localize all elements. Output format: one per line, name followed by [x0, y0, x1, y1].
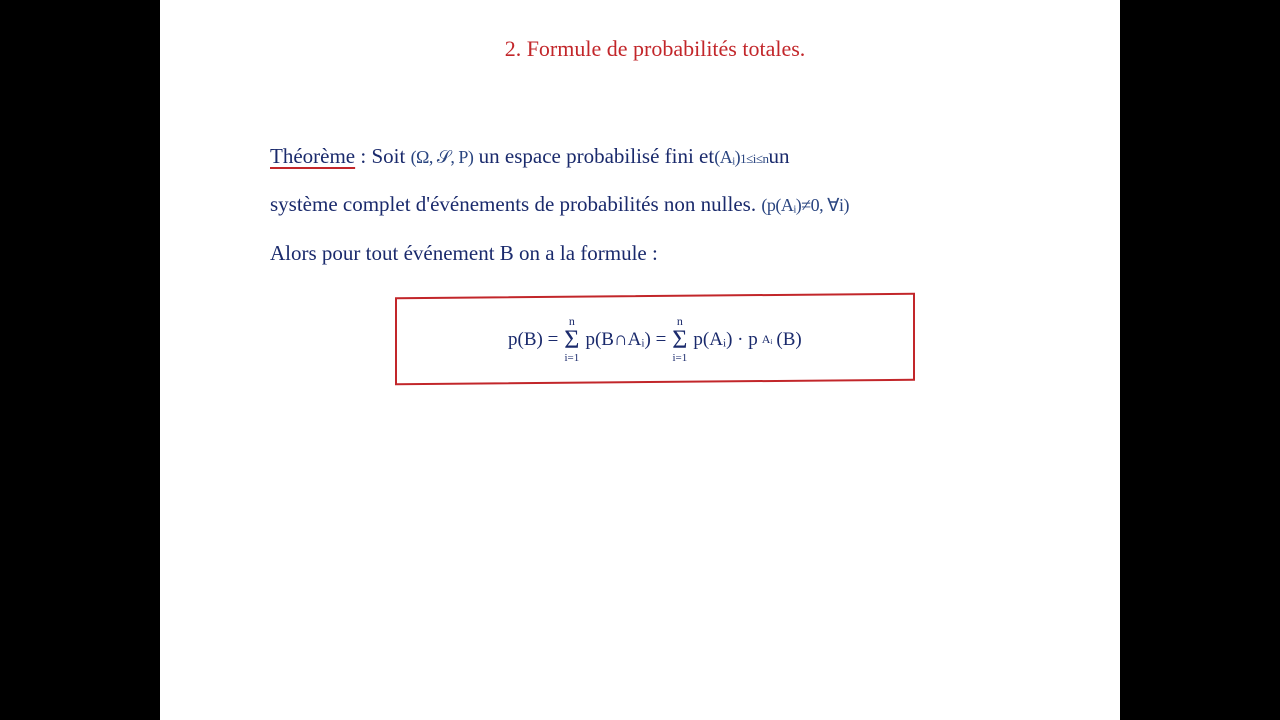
section-title: 2. Formule de probabilités totales.	[270, 36, 1040, 62]
document-page: 2. Formule de probabilités totales. Théo…	[160, 0, 1120, 720]
formula-box: p(B) = n Σ i=1 p(B∩Aᵢ) = n Σ i=1 p(Aᵢ) ·…	[395, 293, 915, 386]
theorem-line-1: Théorème : Soit (Ω, 𝒮, P) un espace prob…	[270, 132, 1040, 180]
handwritten-prob-space: (Ω, 𝒮, P)	[411, 137, 474, 178]
text-un: un	[769, 144, 790, 168]
text-systeme: système complet d'événements de probabil…	[270, 192, 761, 216]
theorem-line-2: système complet d'événements de probabil…	[270, 180, 1040, 228]
sum1-lower: i=1	[565, 352, 580, 363]
sum2-lower: i=1	[673, 352, 688, 363]
text-espace: un espace probabilisé fini et	[473, 144, 714, 168]
formula-term2b: (B)	[777, 328, 802, 350]
handwritten-family-sub: 1≤i≤n	[740, 151, 768, 166]
formula-term1: p(B∩Aᵢ) =	[586, 328, 667, 350]
sum-symbol-2: n Σ i=1	[672, 314, 687, 363]
total-probability-formula: p(B) = n Σ i=1 p(B∩Aᵢ) = n Σ i=1 p(Aᵢ) ·…	[508, 314, 802, 363]
theorem-label: Théorème	[270, 144, 355, 168]
formula-term2-sub: Aᵢ	[762, 331, 773, 346]
handwritten-nonnull: (p(Aᵢ)≠0, ∀i)	[761, 195, 849, 215]
theorem-block: Théorème : Soit (Ω, 𝒮, P) un espace prob…	[270, 132, 1040, 277]
formula-lhs: p(B) =	[508, 328, 558, 350]
sigma-glyph-1: Σ	[564, 326, 579, 352]
sigma-glyph-2: Σ	[672, 326, 687, 352]
handwritten-family-Ai: (Aᵢ)1≤i≤n	[714, 137, 768, 178]
sum-symbol-1: n Σ i=1	[564, 314, 579, 363]
formula-term2a: p(Aᵢ) · p	[694, 328, 758, 350]
theorem-line-3: Alors pour tout événement B on a la form…	[270, 229, 1040, 277]
text-soit: : Soit	[355, 144, 410, 168]
handwritten-family-base: (Aᵢ)	[714, 147, 740, 167]
